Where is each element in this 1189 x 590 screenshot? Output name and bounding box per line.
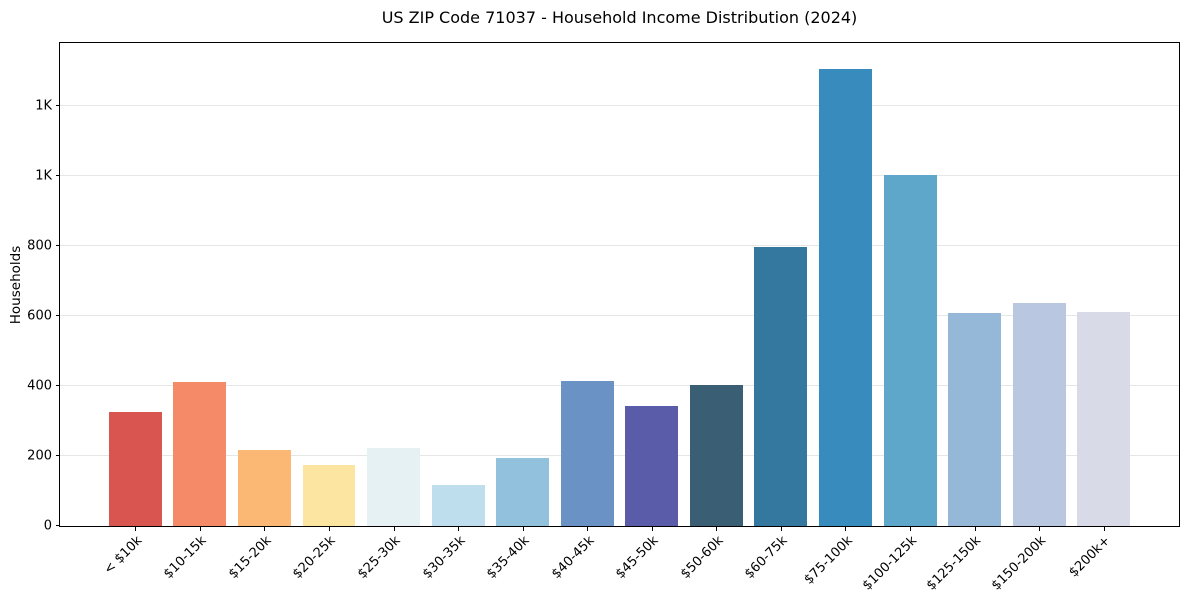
y-tick-mark	[56, 175, 60, 176]
plot-area: Households 0 200 400 600 800 1K 1K < $10k $10-1…	[8, 42, 1180, 590]
x-tick-label: $200k+	[1066, 533, 1114, 581]
bar-$50-60k	[689, 385, 743, 526]
x-tick-label: $35-40k	[484, 533, 533, 582]
y-axis-label: Households	[8, 245, 24, 324]
bar-$45-50k	[625, 406, 679, 526]
y-tick-mark	[56, 315, 60, 316]
bar-slot: $75-100k	[801, 43, 878, 588]
bar-$20-25k	[302, 465, 356, 526]
y-tick-label: 0	[43, 518, 52, 534]
bar-$15-20k	[237, 450, 291, 526]
x-tick-label: $125-150k	[924, 533, 985, 590]
x-tick-label: $25-30k	[354, 533, 404, 582]
bar-slot: $60-75k	[742, 43, 814, 582]
bar-$30-35k	[431, 485, 485, 526]
bar-slot: $200k+	[1067, 43, 1136, 580]
bar-$10-15k	[173, 382, 227, 526]
y-tick-mark	[56, 245, 60, 246]
y-tick-mark	[56, 105, 60, 106]
x-tick-mark	[1039, 527, 1041, 531]
bar-$25-30k	[367, 448, 420, 526]
y-tick-mark	[56, 385, 60, 386]
y-tick-label: 800	[27, 238, 52, 254]
bar-$40-45k	[560, 381, 614, 526]
bar-slot: $50-60k	[678, 43, 749, 582]
bar-slot: $30-35k	[420, 43, 491, 582]
x-tick-mark	[780, 527, 782, 531]
x-tick-label: $30-35k	[419, 533, 468, 582]
x-tick-mark	[393, 527, 395, 531]
y-tick-label: 1K	[35, 168, 52, 184]
bar-slot: $100-125k	[860, 43, 943, 590]
bar-slot: < $10k	[101, 43, 168, 577]
x-tick-label: $45-50k	[613, 533, 662, 582]
x-tick-label: $50-60k	[677, 533, 727, 582]
x-tick-label: $15-20k	[225, 533, 275, 582]
gridline	[60, 315, 1179, 316]
x-tick-label: $75-100k	[801, 533, 856, 588]
y-tick-label: 1K	[35, 98, 52, 114]
bar-$35-40k	[496, 458, 550, 526]
gridline	[60, 455, 1179, 456]
bar-slot: $150-200k	[989, 43, 1072, 590]
y-tick-label: 600	[27, 308, 52, 324]
bar-$60-75k	[754, 247, 808, 526]
x-tick-label: $60-75k	[742, 533, 791, 582]
y-tick-label: 400	[27, 378, 52, 394]
x-tick-label: $40-45k	[548, 533, 598, 582]
chart-title: US ZIP Code 71037 - Household Income Dis…	[381, 8, 858, 27]
bar-slot: $35-40k	[484, 43, 555, 582]
bar-< $10k	[108, 412, 162, 526]
bar-slot: $40-45k	[549, 43, 620, 582]
x-tick-mark	[716, 527, 718, 531]
y-tick-mark	[56, 525, 60, 526]
x-tick-mark	[845, 527, 847, 531]
bar-slot: $20-25k	[290, 43, 362, 582]
x-tick-mark	[587, 527, 589, 531]
bar-slot: $10-15k	[161, 43, 233, 582]
x-tick-label: $10-15k	[161, 533, 210, 582]
x-tick-label: $100-125k	[859, 533, 920, 590]
bar-$125-150k	[948, 313, 1002, 526]
x-tick-mark	[910, 527, 912, 531]
bars-row: < $10k $10-15k $15-20k $20-25k $25-30k $30-35…	[60, 43, 1179, 590]
x-tick-label: < $10k	[101, 533, 146, 578]
x-tick-mark	[264, 527, 266, 531]
gridline	[60, 385, 1179, 386]
bar-$100-125k	[883, 175, 937, 526]
x-tick-mark	[458, 527, 460, 531]
bar-$75-100k	[819, 69, 872, 526]
x-tick-mark	[1103, 527, 1105, 531]
y-tick-mark	[56, 455, 60, 456]
gridline	[60, 105, 1179, 106]
x-tick-label: $20-25k	[290, 533, 339, 582]
bar-slot: $25-30k	[355, 43, 426, 582]
bar-$150-200k	[1012, 303, 1066, 526]
bar-$200k+	[1077, 312, 1131, 526]
x-tick-mark	[522, 527, 524, 531]
x-tick-mark	[974, 527, 976, 531]
bar-slot: $45-50k	[613, 43, 685, 582]
bar-slot: $125-150k	[924, 43, 1007, 590]
x-tick-mark	[199, 527, 201, 531]
bar-slot: $15-20k	[226, 43, 297, 582]
x-tick-mark	[328, 527, 330, 531]
gridline	[60, 245, 1179, 246]
x-tick-label: $150-200k	[988, 533, 1050, 590]
x-tick-mark	[651, 527, 653, 531]
x-tick-mark	[135, 527, 137, 531]
gridline	[60, 175, 1179, 176]
y-tick-label: 200	[27, 448, 52, 464]
